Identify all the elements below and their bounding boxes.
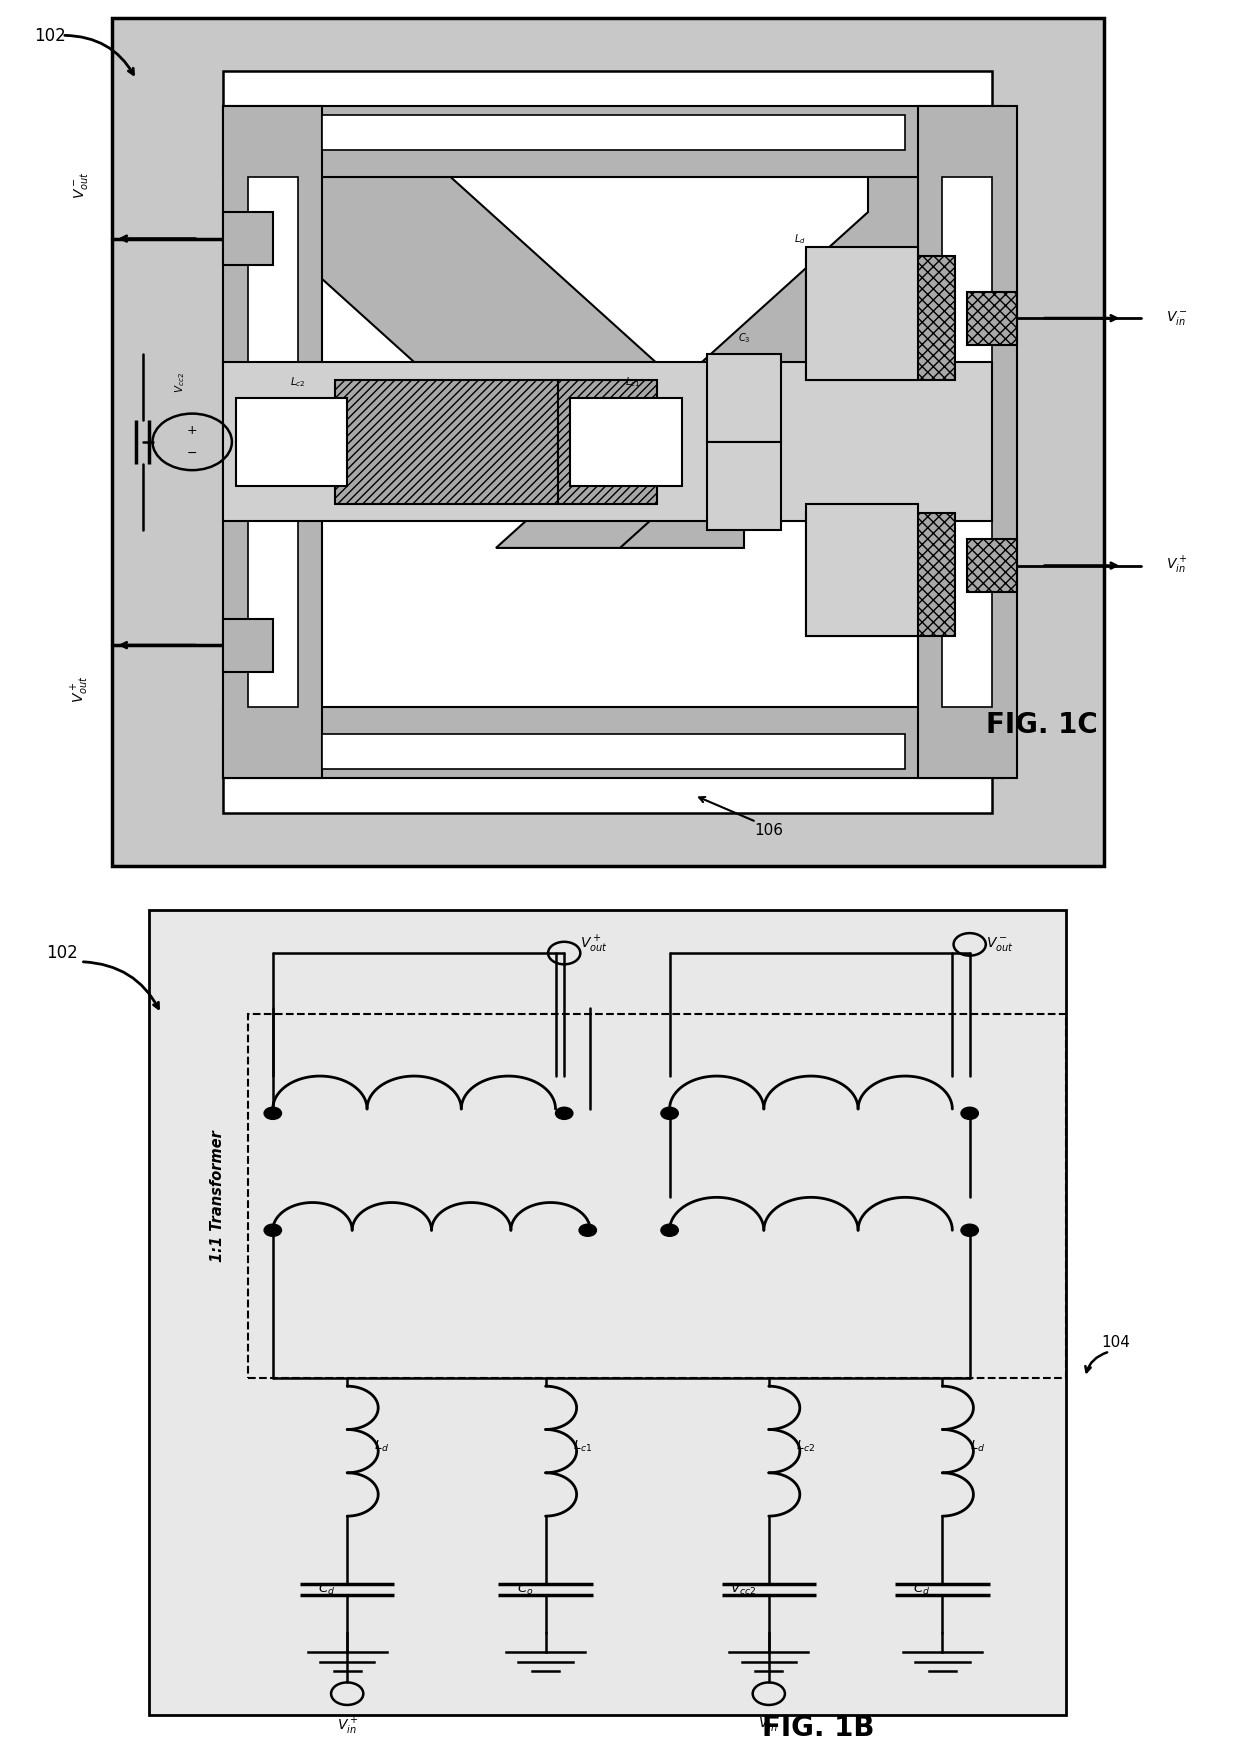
Circle shape: [661, 1225, 678, 1236]
Text: $L_d$: $L_d$: [795, 488, 806, 502]
Text: 104: 104: [1101, 1335, 1131, 1351]
FancyBboxPatch shape: [112, 18, 1104, 866]
FancyBboxPatch shape: [223, 212, 273, 264]
Text: $C_d$: $C_d$: [738, 499, 750, 513]
FancyBboxPatch shape: [223, 362, 992, 522]
FancyBboxPatch shape: [223, 107, 1004, 177]
FancyBboxPatch shape: [335, 380, 558, 504]
Text: $V_{in}^-$: $V_{in}^-$: [758, 1715, 780, 1732]
FancyBboxPatch shape: [967, 539, 1017, 592]
FancyBboxPatch shape: [806, 504, 918, 637]
FancyBboxPatch shape: [942, 177, 992, 707]
Text: $V_{out}^-$: $V_{out}^-$: [72, 172, 89, 200]
Text: $L_d$: $L_d$: [795, 231, 806, 245]
FancyBboxPatch shape: [248, 177, 298, 707]
Polygon shape: [248, 107, 744, 548]
Text: $V_{cc2}$: $V_{cc2}$: [172, 373, 187, 394]
Text: $C_o$: $C_o$: [517, 1582, 533, 1598]
Circle shape: [579, 1225, 596, 1236]
FancyBboxPatch shape: [223, 618, 273, 672]
FancyBboxPatch shape: [707, 441, 781, 530]
Circle shape: [961, 1225, 978, 1236]
Text: FIG. 1B: FIG. 1B: [763, 1715, 874, 1743]
FancyBboxPatch shape: [322, 733, 905, 768]
Text: 102: 102: [46, 943, 78, 963]
FancyBboxPatch shape: [223, 107, 322, 777]
FancyBboxPatch shape: [967, 292, 1017, 345]
FancyBboxPatch shape: [570, 397, 682, 486]
Text: +: +: [187, 424, 197, 438]
Text: $L_{c2}$: $L_{c2}$: [796, 1438, 816, 1454]
FancyBboxPatch shape: [558, 380, 657, 504]
Text: 106: 106: [754, 822, 784, 838]
FancyBboxPatch shape: [223, 707, 1004, 777]
Text: $C_d$: $C_d$: [317, 1582, 335, 1598]
Polygon shape: [496, 107, 992, 548]
Text: $L_{c2}$: $L_{c2}$: [290, 374, 305, 388]
FancyBboxPatch shape: [918, 107, 1017, 777]
FancyBboxPatch shape: [806, 247, 918, 380]
Text: $L_{c1}$: $L_{c1}$: [625, 374, 640, 388]
Text: 102: 102: [33, 26, 66, 44]
FancyBboxPatch shape: [236, 397, 347, 486]
Text: $V_{out}^-$: $V_{out}^-$: [986, 936, 1013, 954]
Text: $V_{out}^+$: $V_{out}^+$: [580, 934, 608, 956]
Circle shape: [264, 1108, 281, 1120]
FancyBboxPatch shape: [322, 116, 905, 150]
Text: $V_{in}^+$: $V_{in}^+$: [1166, 555, 1187, 576]
Circle shape: [661, 1108, 678, 1120]
FancyBboxPatch shape: [806, 513, 955, 637]
Text: $C_3$: $C_3$: [738, 331, 750, 345]
Text: 1:1 Transformer: 1:1 Transformer: [210, 1130, 224, 1262]
Circle shape: [556, 1108, 573, 1120]
FancyBboxPatch shape: [149, 910, 1066, 1715]
Text: $V_{cc2}$: $V_{cc2}$: [730, 1582, 756, 1598]
Circle shape: [264, 1225, 281, 1236]
Text: $V_{in}^-$: $V_{in}^-$: [1166, 310, 1187, 327]
Circle shape: [961, 1108, 978, 1120]
Text: $L_d$: $L_d$: [374, 1438, 389, 1454]
Text: FIG. 1C: FIG. 1C: [986, 710, 1097, 738]
Text: $V_{in}^+$: $V_{in}^+$: [336, 1715, 358, 1736]
Text: $V_{out}^+$: $V_{out}^+$: [69, 676, 92, 704]
Text: $C_d$: $C_d$: [913, 1582, 930, 1598]
Text: $L_{c1}$: $L_{c1}$: [573, 1438, 593, 1454]
FancyBboxPatch shape: [223, 70, 992, 814]
Text: −: −: [187, 446, 197, 460]
FancyBboxPatch shape: [806, 255, 955, 380]
Text: $L_d$: $L_d$: [970, 1438, 985, 1454]
FancyBboxPatch shape: [707, 354, 781, 441]
